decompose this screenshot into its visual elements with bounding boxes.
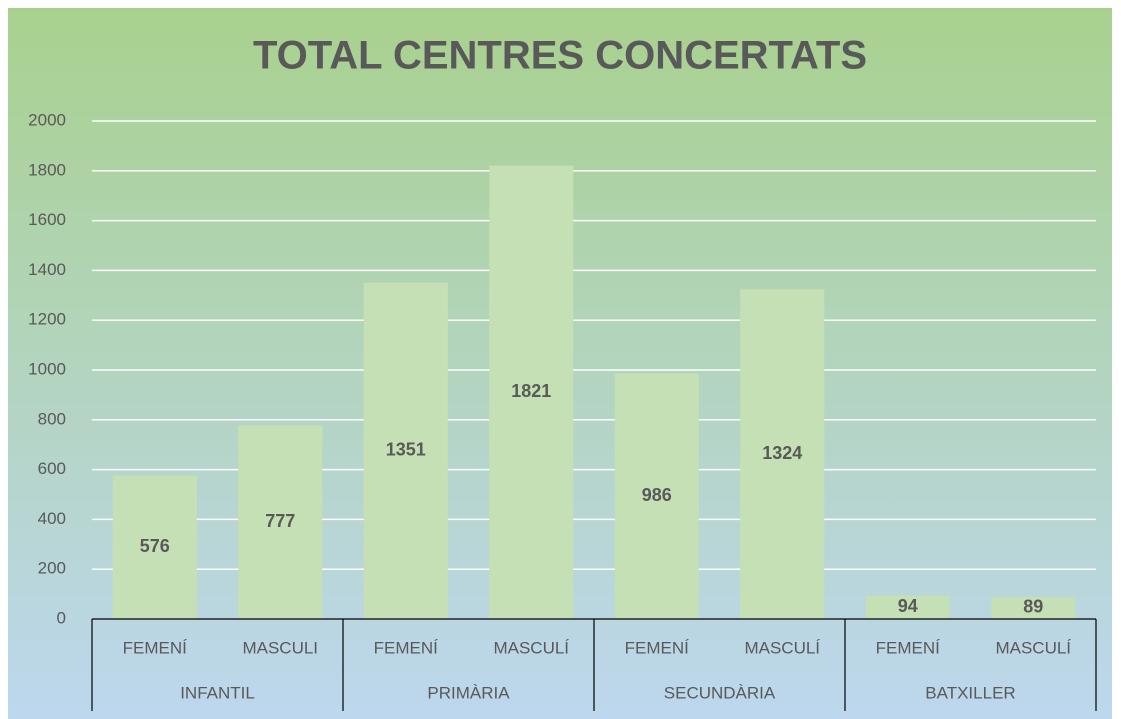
data-label: 576: [140, 536, 170, 556]
bar: [991, 596, 1076, 619]
bar: [238, 425, 323, 619]
y-tick-label: 200: [38, 559, 66, 578]
bar: [865, 595, 950, 619]
bar: [614, 373, 699, 619]
x-tick-label: MASCULÍ: [493, 638, 569, 657]
y-tick-label: 1800: [28, 160, 66, 179]
y-tick-label: 2000: [28, 110, 66, 129]
y-tick-label: 0: [57, 608, 66, 627]
bar: [112, 475, 197, 619]
y-tick-label: 800: [38, 409, 66, 428]
bar: [740, 289, 825, 619]
data-label: 89: [1023, 597, 1043, 617]
y-tick-label: 1000: [28, 359, 66, 378]
x-tick-label: MASCULÍ: [744, 638, 820, 657]
group-label: PRIMÀRIA: [427, 683, 510, 702]
data-label: 777: [265, 511, 295, 531]
y-tick-label: 1200: [28, 310, 66, 329]
group-label: SECUNDÀRIA: [664, 683, 776, 702]
y-tick-label: 600: [38, 459, 66, 478]
x-tick-label: MASCULI: [242, 638, 318, 657]
x-tick-label: FEMENÍ: [625, 638, 690, 657]
data-label: 986: [642, 485, 672, 505]
group-label: INFANTIL: [180, 683, 255, 702]
chart-title: TOTAL CENTRES CONCERTATS: [253, 34, 867, 78]
group-label: BATXILLER: [925, 683, 1015, 702]
data-label: 1821: [511, 381, 551, 401]
data-label: 1351: [386, 440, 426, 460]
x-tick-label: FEMENÍ: [123, 638, 188, 657]
y-tick-label: 400: [38, 509, 66, 528]
x-tick-label: FEMENÍ: [876, 638, 941, 657]
x-tick-label: FEMENÍ: [374, 638, 439, 657]
data-label: 1324: [762, 443, 802, 463]
data-label: 94: [898, 596, 918, 616]
y-tick-label: 1600: [28, 210, 66, 229]
x-tick-label: MASCULÍ: [995, 638, 1071, 657]
bar: [489, 165, 574, 620]
y-tick-label: 1400: [28, 260, 66, 279]
bar: [363, 282, 448, 619]
